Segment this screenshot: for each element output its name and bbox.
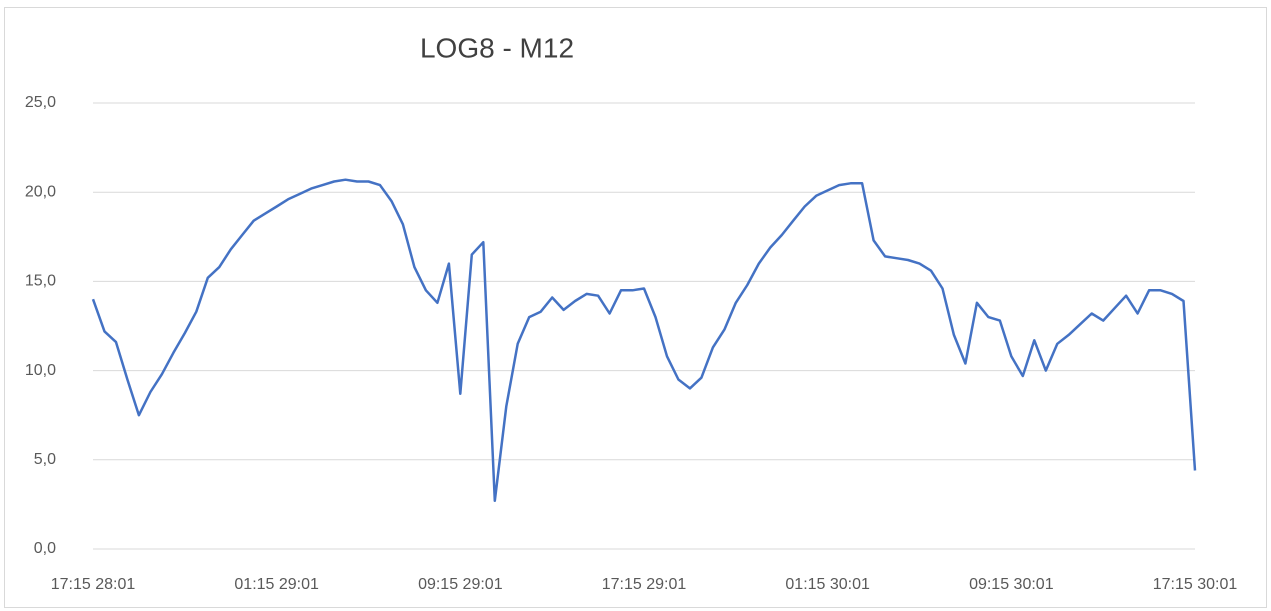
x-tick-label: 17:15 30:01: [1153, 576, 1238, 593]
data-line: [91, 178, 1197, 503]
y-tick-label: 25,0: [25, 94, 56, 111]
x-tick-label: 09:15 30:01: [969, 576, 1054, 593]
y-tick-label: 0,0: [34, 540, 56, 557]
y-tick-label: 10,0: [25, 362, 56, 379]
chart-border: [4, 7, 1267, 608]
x-tick-label: 17:15 28:01: [51, 576, 136, 593]
x-tick-label: 01:15 30:01: [785, 576, 870, 593]
x-tick-label: 01:15 29:01: [234, 576, 319, 593]
chart-title: LOG8 - M12: [420, 32, 574, 63]
x-tick-label: 17:15 29:01: [602, 576, 687, 593]
y-tick-label: 20,0: [25, 183, 56, 200]
y-tick-label: 5,0: [34, 451, 56, 468]
y-tick-label: 15,0: [25, 273, 56, 290]
x-tick-label: 09:15 29:01: [418, 576, 503, 593]
